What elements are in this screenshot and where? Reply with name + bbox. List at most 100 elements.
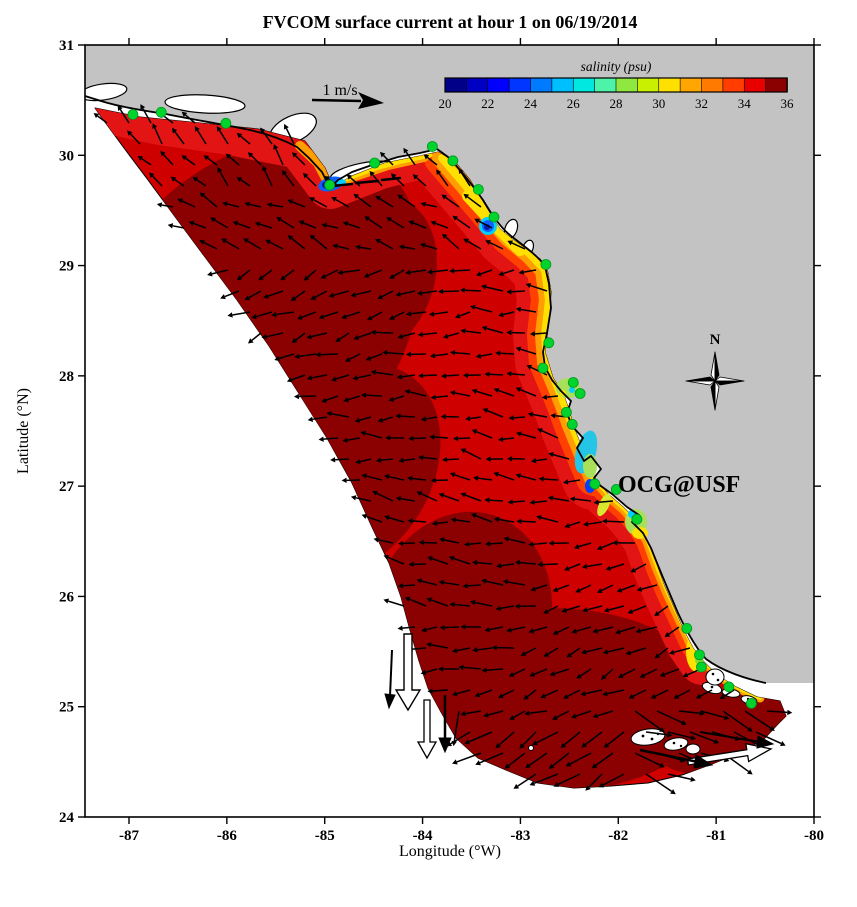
current-arrow (508, 538, 526, 544)
current-arrow-head (515, 306, 522, 313)
current-arrow-head (369, 170, 375, 177)
current-arrow (486, 668, 504, 671)
colorbar: salinity (psu) 20 22 24 26 28 30 32 34 36 (439, 59, 795, 111)
current-arrow (161, 204, 174, 208)
current-arrow-head (404, 389, 411, 395)
current-arrow-head (485, 240, 491, 245)
scale-arrow: 1 m/s (311, 82, 384, 109)
current-arrow (379, 197, 394, 208)
current-arrow-head (384, 515, 390, 521)
current-arrow-head (529, 331, 536, 337)
current-arrow (689, 731, 715, 743)
current-arrow-head (244, 201, 250, 207)
current-arrow-head (673, 693, 680, 699)
current-arrow (502, 269, 515, 275)
current-arrow (474, 601, 493, 607)
current-arrow-head (449, 390, 456, 396)
current-arrow (400, 290, 416, 295)
current-arrow-head (428, 311, 435, 317)
current-arrow (413, 437, 427, 440)
current-arrow-head (525, 282, 532, 289)
current-arrow-head (552, 630, 559, 635)
x-tick-label: -80 (804, 828, 824, 844)
current-arrow (534, 332, 548, 335)
current-arrow (415, 177, 427, 187)
current-arrow-head (616, 587, 623, 593)
current-arrow-head (460, 492, 467, 498)
current-arrow-head (330, 457, 336, 463)
current-arrow (425, 416, 438, 420)
current-arrow-head (516, 518, 522, 525)
current-arrow-head (247, 152, 254, 158)
x-tick-label: -87 (119, 828, 139, 844)
current-arrow (519, 388, 537, 397)
current-arrow (699, 689, 713, 697)
current-arrow-head (549, 671, 556, 677)
colorbar-segment (679, 77, 703, 93)
current-arrow (370, 353, 383, 360)
current-arrow-head (536, 514, 542, 521)
current-arrow-head (375, 457, 382, 463)
current-arrow (412, 222, 427, 229)
current-arrow (588, 773, 603, 788)
current-arrow-head (404, 596, 411, 602)
current-arrow (465, 710, 482, 715)
current-arrow (430, 599, 449, 607)
current-arrow (347, 437, 361, 441)
current-arrow (323, 311, 339, 318)
current-arrow (335, 374, 350, 380)
current-arrow-head (416, 290, 423, 296)
current-arrow-head (293, 393, 300, 400)
current-arrow-head (303, 275, 310, 281)
current-arrow (570, 647, 581, 656)
current-arrow-head (346, 174, 353, 180)
current-arrow (667, 773, 692, 780)
current-arrow-head (695, 693, 702, 699)
current-arrow-head (437, 666, 443, 672)
current-arrow (154, 127, 163, 145)
current-arrow (421, 580, 438, 586)
current-arrow-head (438, 579, 445, 586)
current-arrow (276, 311, 295, 316)
current-arrow-head (497, 693, 504, 699)
current-arrow-head (318, 436, 324, 442)
current-arrow (142, 108, 152, 124)
current-arrow-head (465, 415, 471, 422)
current-arrow-head (396, 374, 403, 380)
current-arrow-head (779, 741, 786, 746)
current-arrow (250, 155, 262, 166)
current-arrow-head (199, 192, 206, 198)
current-arrow-head (635, 628, 642, 634)
current-arrow-head (668, 649, 675, 655)
current-arrow-head (386, 217, 392, 223)
current-arrow-head (395, 413, 401, 419)
current-arrow (478, 220, 493, 229)
current-arrow-head (199, 240, 205, 245)
current-arrow (203, 241, 218, 250)
current-arrow-head (524, 710, 530, 716)
current-arrow-head (462, 372, 468, 378)
current-arrow-head (602, 691, 608, 697)
current-arrow-head (527, 411, 534, 418)
current-arrow (301, 311, 317, 319)
current-arrow (280, 219, 295, 229)
current-arrow (463, 666, 482, 670)
current-arrow (476, 561, 493, 565)
current-quiver-field (93, 104, 793, 795)
current-arrow (520, 308, 537, 313)
current-arrow (410, 311, 427, 315)
current-arrow-head (523, 694, 529, 700)
current-arrow (401, 196, 416, 208)
current-arrow (519, 561, 537, 565)
current-arrow-head (723, 714, 730, 721)
current-arrow (468, 731, 493, 743)
current-arrow (556, 710, 570, 719)
current-arrow-head (548, 540, 554, 546)
compass-rose: N (685, 332, 745, 411)
station-marker (543, 337, 555, 349)
current-arrow-head (451, 647, 458, 654)
current-arrow-head (627, 608, 634, 614)
current-arrow-head (532, 740, 538, 746)
current-arrow-head (659, 671, 666, 677)
current-arrow-head (460, 448, 467, 454)
